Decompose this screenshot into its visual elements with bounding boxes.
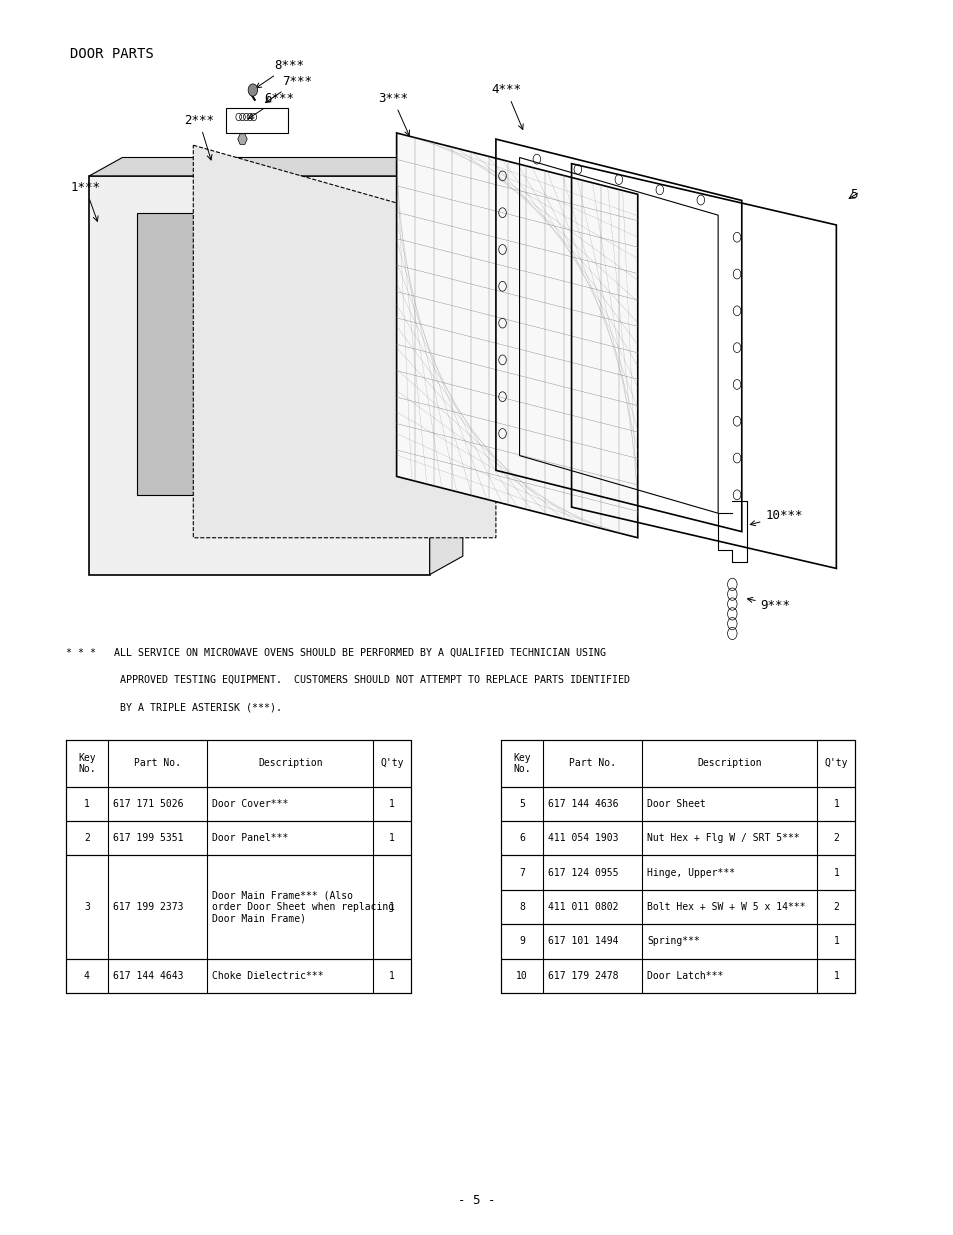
Text: 3***: 3*** <box>377 91 409 136</box>
Polygon shape <box>429 158 462 574</box>
Text: Key
No.: Key No. <box>513 752 530 774</box>
Text: 8: 8 <box>518 902 524 911</box>
Polygon shape <box>396 133 638 537</box>
Text: 1: 1 <box>389 834 395 844</box>
Text: 2: 2 <box>84 834 90 844</box>
Text: 617 144 4636: 617 144 4636 <box>547 799 618 809</box>
Text: Door Cover***: Door Cover*** <box>212 799 289 809</box>
Text: 617 144 4643: 617 144 4643 <box>112 971 183 981</box>
Text: 9***: 9*** <box>746 598 790 611</box>
Text: 1: 1 <box>389 799 395 809</box>
Text: Part No.: Part No. <box>569 758 616 768</box>
Text: 617 101 1494: 617 101 1494 <box>547 936 618 946</box>
Text: Bolt Hex + SW + W 5 x 14***: Bolt Hex + SW + W 5 x 14*** <box>646 902 805 911</box>
Text: 1: 1 <box>389 902 395 911</box>
Text: 8***: 8*** <box>255 58 304 88</box>
Text: 1: 1 <box>833 936 839 946</box>
Polygon shape <box>90 158 462 175</box>
Text: 10: 10 <box>516 971 527 981</box>
Text: 1: 1 <box>833 971 839 981</box>
Text: Q'ty: Q'ty <box>823 758 847 768</box>
Text: 617 199 5351: 617 199 5351 <box>112 834 183 844</box>
Polygon shape <box>90 175 429 574</box>
Text: 10***: 10*** <box>749 509 802 526</box>
Text: Nut Hex + Flg W / SRT 5***: Nut Hex + Flg W / SRT 5*** <box>646 834 800 844</box>
Text: BY A TRIPLE ASTERISK (***).: BY A TRIPLE ASTERISK (***). <box>66 703 281 713</box>
Text: * * *   ALL SERVICE ON MICROWAVE OVENS SHOULD BE PERFORMED BY A QUALIFIED TECHNI: * * * ALL SERVICE ON MICROWAVE OVENS SHO… <box>66 648 605 658</box>
Text: 7: 7 <box>518 868 524 878</box>
Text: 411 011 0802: 411 011 0802 <box>547 902 618 911</box>
Text: 617 199 2373: 617 199 2373 <box>112 902 183 911</box>
Text: Door Latch***: Door Latch*** <box>646 971 722 981</box>
Polygon shape <box>237 133 247 144</box>
Text: 1: 1 <box>84 799 90 809</box>
Text: Q'ty: Q'ty <box>379 758 403 768</box>
Polygon shape <box>193 146 496 537</box>
Text: 9: 9 <box>518 936 524 946</box>
Text: 7***: 7*** <box>265 74 312 103</box>
Text: Description: Description <box>697 758 761 768</box>
Text: 5: 5 <box>850 188 857 201</box>
Text: 2***: 2*** <box>184 114 213 161</box>
Text: 1: 1 <box>389 971 395 981</box>
Text: 1: 1 <box>833 868 839 878</box>
Text: Choke Dielectric***: Choke Dielectric*** <box>212 971 323 981</box>
Text: APPROVED TESTING EQUIPMENT.  CUSTOMERS SHOULD NOT ATTEMPT TO REPLACE PARTS IDENT: APPROVED TESTING EQUIPMENT. CUSTOMERS SH… <box>66 676 629 685</box>
Text: Spring***: Spring*** <box>646 936 700 946</box>
Text: 1: 1 <box>833 799 839 809</box>
Text: 1***: 1*** <box>71 182 100 221</box>
Text: Part No.: Part No. <box>134 758 181 768</box>
Text: 617 179 2478: 617 179 2478 <box>547 971 618 981</box>
Text: 411 054 1903: 411 054 1903 <box>547 834 618 844</box>
Text: 5: 5 <box>518 799 524 809</box>
Polygon shape <box>136 212 392 495</box>
Text: 2: 2 <box>833 902 839 911</box>
Text: 617 171 5026: 617 171 5026 <box>112 799 183 809</box>
Text: DOOR PARTS: DOOR PARTS <box>71 47 154 61</box>
Text: 6: 6 <box>518 834 524 844</box>
Text: Hinge, Upper***: Hinge, Upper*** <box>646 868 735 878</box>
Text: Key
No.: Key No. <box>78 752 95 774</box>
Text: Description: Description <box>257 758 322 768</box>
Text: 4: 4 <box>84 971 90 981</box>
Text: - 5 -: - 5 - <box>457 1194 496 1207</box>
Text: 2: 2 <box>833 834 839 844</box>
Text: 6***: 6*** <box>249 91 294 119</box>
Text: Door Panel***: Door Panel*** <box>212 834 289 844</box>
Text: 3: 3 <box>84 902 90 911</box>
Circle shape <box>248 84 257 96</box>
Text: Door Main Frame*** (Also
order Door Sheet when replacing
Door Main Frame): Door Main Frame*** (Also order Door Shee… <box>212 890 394 924</box>
Text: 4***: 4*** <box>491 83 522 130</box>
Text: Door Sheet: Door Sheet <box>646 799 705 809</box>
Text: 617 124 0955: 617 124 0955 <box>547 868 618 878</box>
